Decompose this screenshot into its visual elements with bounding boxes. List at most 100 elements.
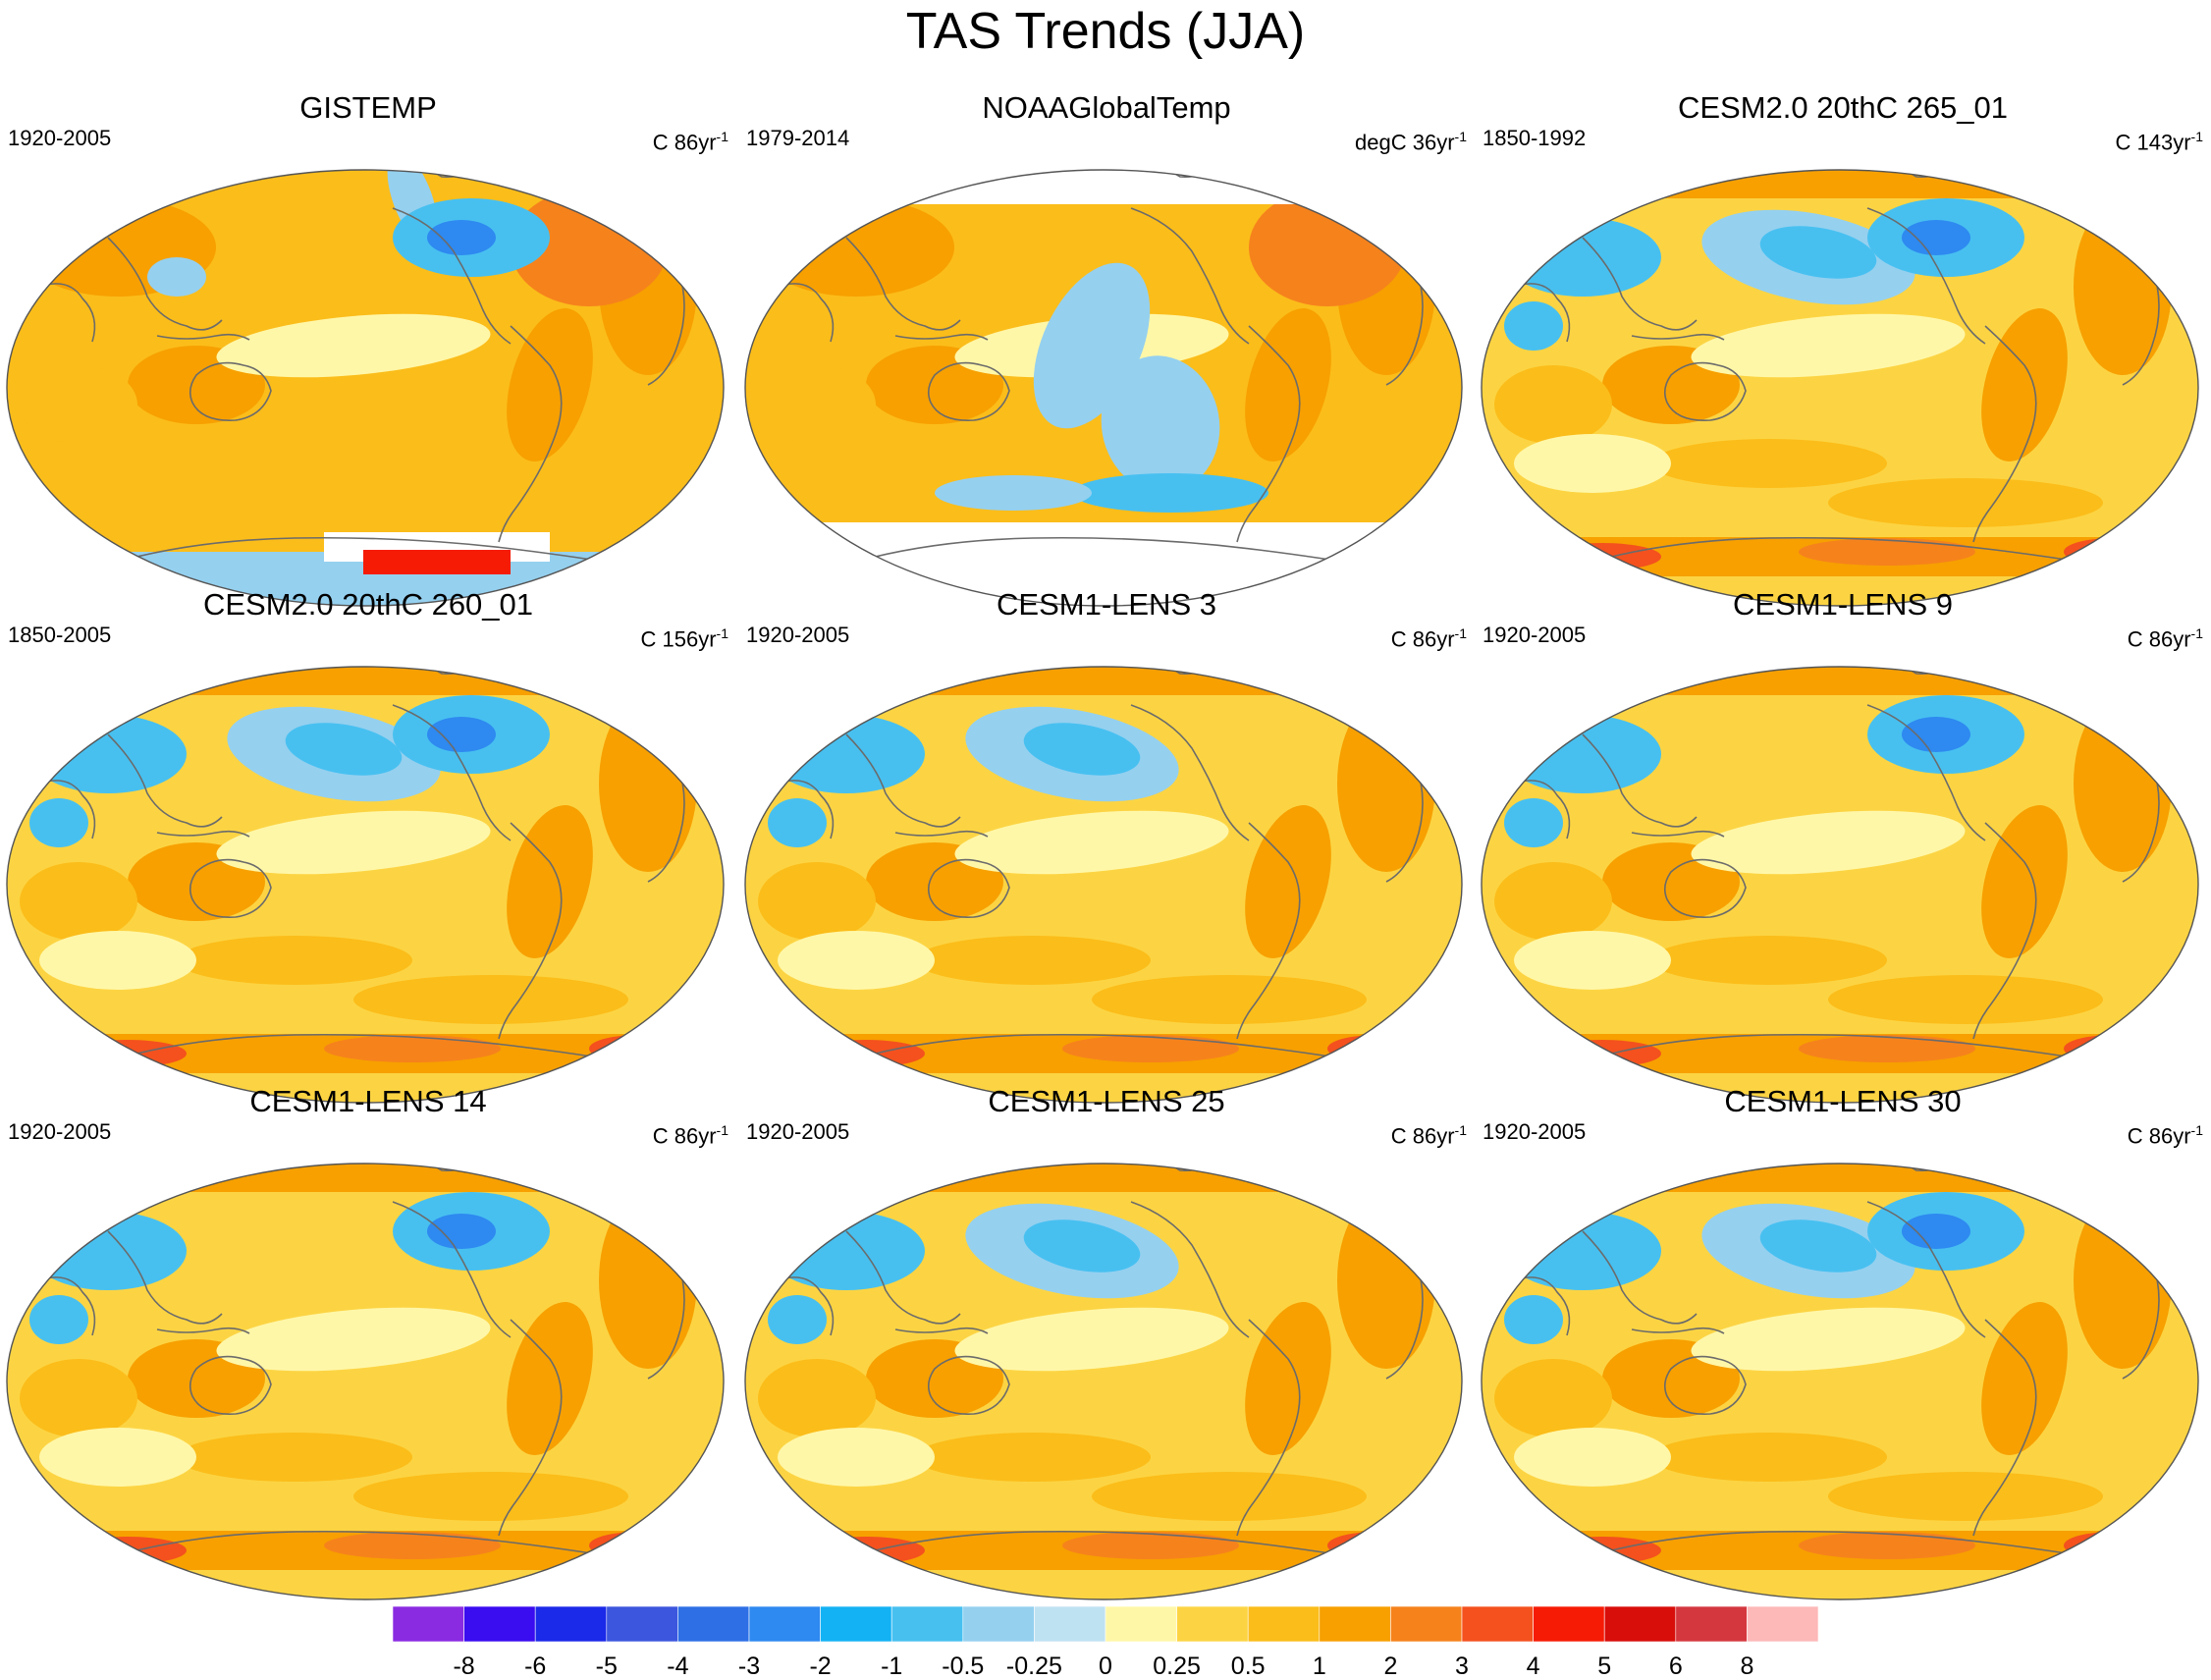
colorbar-swatch — [748, 1606, 821, 1642]
coastline — [1904, 1164, 1957, 1171]
colorbar-tick-label: -2 — [809, 1653, 832, 1680]
panel-title: CESM2.0 20thC 260_01 — [202, 587, 534, 622]
warm-region — [1514, 931, 1671, 990]
map-projection — [6, 666, 725, 1104]
warm-region — [507, 308, 593, 461]
units-text: C 143yr — [2115, 130, 2191, 155]
colorbar-tick-label: 6 — [1668, 1653, 1683, 1680]
colorbar-swatch — [1034, 1606, 1106, 1642]
coastline — [1591, 536, 2124, 570]
panel-period: 1920-2005 — [1483, 623, 1587, 647]
panel-units: degC 36yr-1 — [1355, 124, 1467, 155]
panel-title: CESM1-LENS 25 — [988, 1084, 1225, 1118]
coastline — [498, 822, 563, 1040]
warm-region — [1514, 1428, 1671, 1487]
cool-region — [29, 798, 88, 847]
arctic-warm-band — [745, 667, 1462, 695]
warm-region — [1245, 308, 1331, 461]
units-text: C 156yr — [640, 626, 717, 652]
colorbar-tick-label: -1 — [881, 1653, 903, 1680]
warm-region — [1799, 1035, 1975, 1062]
warm-region — [1981, 1302, 2068, 1455]
coastline — [845, 1230, 989, 1334]
warm-region — [2064, 538, 2162, 566]
colorbar-swatch — [1461, 1606, 1534, 1642]
colorbar-swatch — [1533, 1606, 1605, 1642]
warm-region — [1981, 308, 2068, 461]
colorbar-swatch — [1603, 1606, 1677, 1642]
panel-period: 1920-2005 — [746, 1119, 850, 1144]
warm-region — [39, 931, 196, 990]
coastline — [1866, 207, 1986, 345]
warm-region — [2064, 1532, 2162, 1559]
coastline — [1236, 325, 1301, 543]
warm-region — [69, 1040, 187, 1067]
units-text: C 86yr — [2127, 626, 2191, 652]
panel-title: CESM2.0 20thC 265_01 — [1677, 90, 2009, 125]
cool-region — [1023, 1219, 1141, 1273]
coastline — [1236, 1319, 1301, 1537]
coastline — [927, 361, 1010, 421]
colorbar-swatch — [1176, 1606, 1249, 1642]
colorbar-swatch — [1390, 1606, 1463, 1642]
arctic-warm-band — [7, 1164, 724, 1192]
warm-region — [1828, 478, 2103, 527]
colorbar-tick-label: -5 — [595, 1653, 618, 1680]
warm-region — [1249, 189, 1406, 306]
coastline — [1866, 704, 1986, 841]
cool-region — [768, 798, 827, 847]
cool-region — [147, 257, 206, 297]
panel-units: C 156yr-1 — [641, 621, 729, 652]
coastline — [1663, 1355, 1747, 1415]
map-border — [744, 169, 1463, 607]
colorbar-swatch — [393, 1606, 464, 1642]
coastline — [392, 1201, 512, 1338]
coastline — [429, 1164, 482, 1171]
coastline — [38, 780, 96, 840]
cool-region — [1902, 1214, 1970, 1249]
colorbar-tick-label: 0 — [1099, 1653, 1112, 1680]
panel-units: C 86yr-1 — [1391, 621, 1467, 652]
map-panel-6: CESM1-LENS 9 1920-2005 C 86yr-1 — [1475, 587, 2211, 1104]
warm-region — [1651, 1433, 1887, 1482]
units-exponent: -1 — [1454, 129, 1467, 144]
coastline — [1236, 822, 1301, 1040]
panel-units: C 86yr-1 — [2128, 621, 2203, 652]
warm-region — [954, 1307, 1229, 1372]
warm-region — [807, 1537, 925, 1564]
warm-region — [758, 1359, 876, 1437]
coastline — [1663, 858, 1747, 918]
warm-region — [1494, 862, 1612, 941]
cool-region — [768, 1212, 925, 1290]
warm-region — [915, 936, 1151, 985]
coastline — [117, 1033, 649, 1067]
warm-region — [1062, 1035, 1239, 1062]
coastline — [429, 170, 482, 178]
colorbar-swatch — [1675, 1606, 1748, 1642]
coastline — [1904, 667, 1957, 675]
figure-title: TAS Trends (JJA) — [905, 3, 1306, 60]
warm-region — [589, 1532, 687, 1559]
panel-units: C 86yr-1 — [1391, 1117, 1467, 1149]
warm-region — [2064, 1035, 2162, 1062]
map-projection — [6, 169, 725, 607]
colorbar-tick-label: -6 — [524, 1653, 547, 1680]
colorbar-tick-label: -0.5 — [942, 1653, 985, 1680]
units-text: C 86yr — [1390, 1123, 1455, 1149]
panel-title: GISTEMP — [299, 90, 437, 125]
strong-warming-patch — [363, 550, 511, 574]
coastline — [1663, 361, 1747, 421]
coastline — [117, 536, 649, 570]
coastline — [1167, 667, 1220, 675]
map-panel-9: CESM1-LENS 30 1920-2005 C 86yr-1 — [1475, 1084, 2211, 1600]
map-border — [1481, 169, 2199, 607]
coastline — [1582, 237, 1725, 341]
warm-region — [1062, 1532, 1239, 1559]
coastline — [1904, 170, 1957, 178]
map-panel-1: GISTEMP 1920-2005 C 86yr-1 — [0, 90, 736, 607]
units-text: C 86yr — [652, 1123, 717, 1149]
warm-region — [177, 1433, 412, 1482]
arctic-warm-band — [7, 667, 724, 695]
coastline — [498, 325, 563, 543]
colorbar-tick-label: 8 — [1740, 1653, 1754, 1680]
